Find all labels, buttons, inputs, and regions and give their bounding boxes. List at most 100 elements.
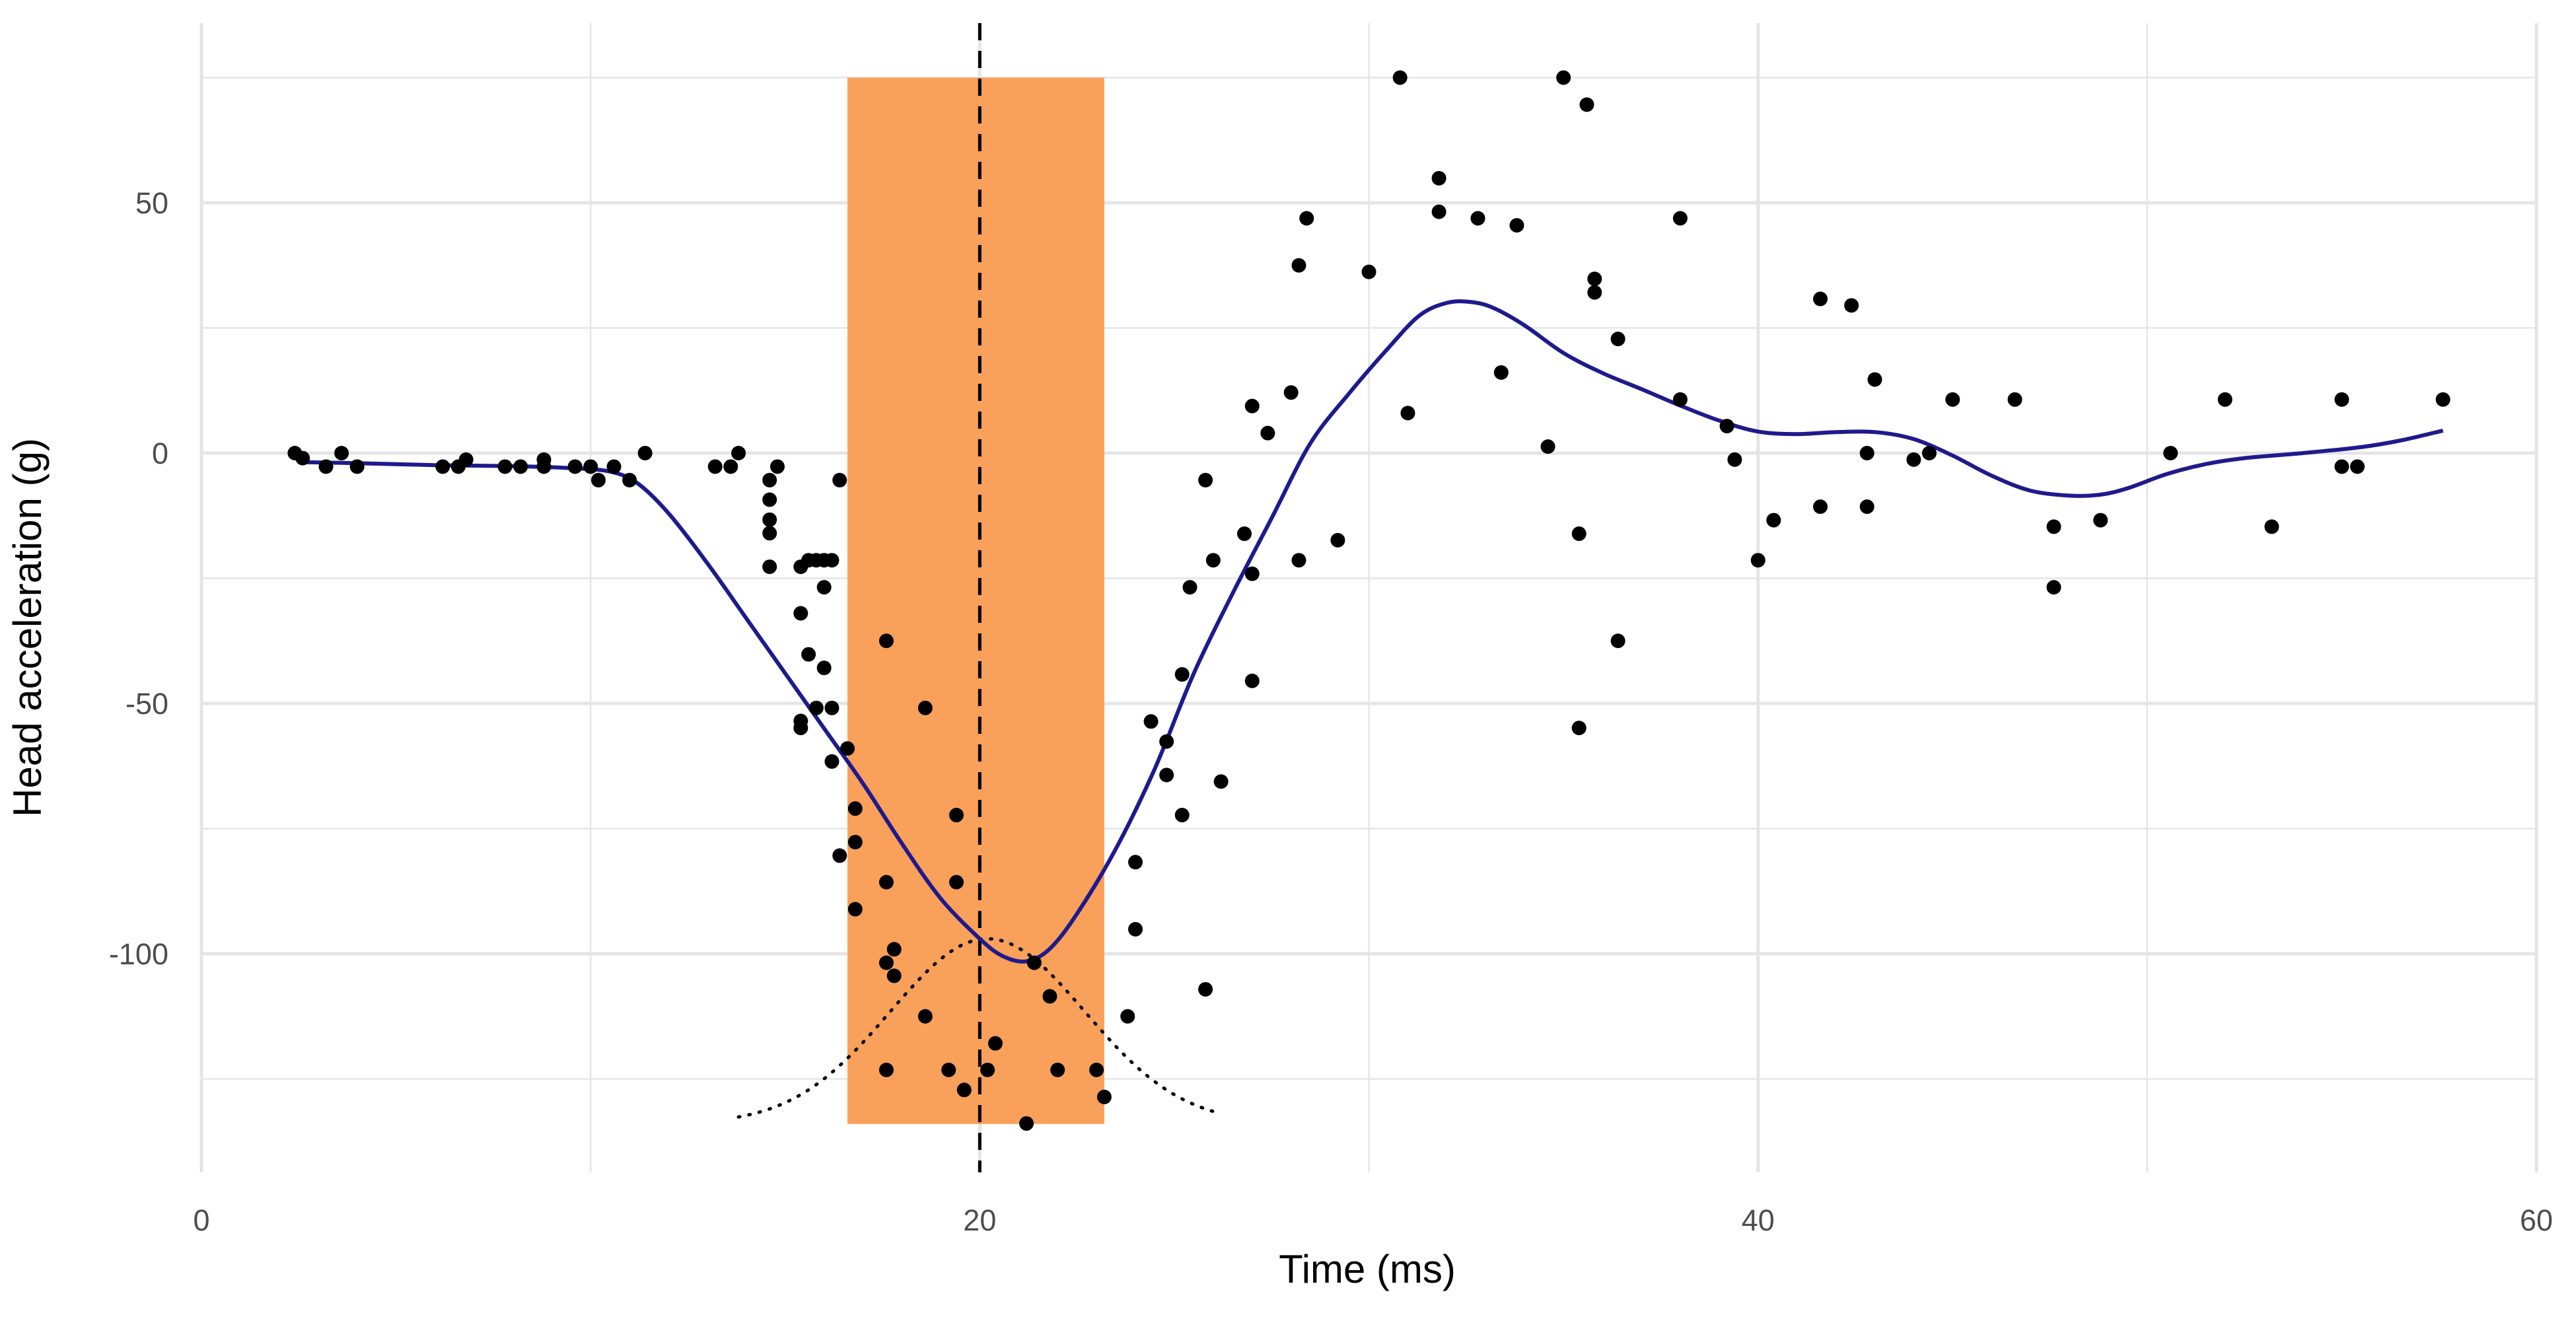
data-point bbox=[536, 459, 552, 474]
data-point bbox=[762, 559, 777, 575]
data-point bbox=[1470, 211, 1485, 226]
data-point bbox=[2334, 459, 2349, 474]
data-point bbox=[2046, 580, 2061, 595]
data-point bbox=[1392, 70, 1408, 85]
data-point bbox=[1291, 553, 1306, 568]
data-point bbox=[816, 580, 832, 595]
y-tick-label: -100 bbox=[109, 937, 168, 971]
data-point bbox=[1400, 406, 1415, 421]
data-point bbox=[847, 834, 863, 849]
data-point bbox=[622, 472, 637, 487]
data-point bbox=[1213, 774, 1229, 789]
data-point bbox=[847, 902, 863, 917]
data-point bbox=[1579, 97, 1594, 112]
data-point bbox=[1143, 714, 1159, 729]
data-point bbox=[762, 472, 777, 487]
data-point bbox=[1096, 1089, 1112, 1104]
data-point bbox=[1727, 452, 1742, 467]
data-point bbox=[1867, 372, 1882, 387]
data-point bbox=[435, 459, 450, 474]
data-point bbox=[1571, 526, 1587, 542]
data-point bbox=[793, 606, 808, 621]
data-point bbox=[1283, 385, 1299, 400]
data-point bbox=[1859, 499, 1875, 515]
data-point bbox=[731, 446, 746, 460]
data-point bbox=[917, 1009, 933, 1024]
data-point bbox=[723, 459, 738, 474]
data-point bbox=[1291, 258, 1306, 273]
smooth-line bbox=[299, 299, 2444, 964]
data-point bbox=[1719, 419, 1735, 434]
data-point bbox=[1120, 1009, 1135, 1024]
data-point bbox=[1236, 526, 1252, 542]
minor-gridlines bbox=[201, 23, 2536, 1172]
data-point bbox=[1610, 633, 1626, 649]
data-point bbox=[1182, 580, 1198, 595]
data-point bbox=[948, 808, 964, 823]
data-point bbox=[1571, 721, 1587, 736]
data-point bbox=[987, 1036, 1003, 1051]
data-point bbox=[583, 459, 598, 474]
data-point bbox=[2264, 519, 2279, 534]
x-tick-label: 0 bbox=[193, 1203, 209, 1237]
data-point bbox=[1844, 298, 1859, 313]
y-axis-title: Head acceleration (g) bbox=[5, 438, 50, 817]
data-point bbox=[878, 875, 894, 890]
data-point bbox=[637, 446, 653, 460]
data-point bbox=[2007, 392, 2022, 407]
data-point bbox=[801, 647, 816, 662]
data-point bbox=[824, 754, 840, 769]
data-point bbox=[458, 452, 474, 467]
data-point bbox=[878, 955, 894, 970]
x-axis-title: Time (ms) bbox=[1279, 1247, 1456, 1291]
data-point bbox=[840, 741, 855, 756]
data-point bbox=[1128, 855, 1143, 870]
data-point bbox=[956, 1083, 972, 1098]
data-point bbox=[769, 459, 785, 474]
data-point bbox=[1026, 955, 1042, 970]
data-point bbox=[1159, 768, 1174, 783]
data-point bbox=[1921, 446, 1937, 460]
data-point bbox=[878, 633, 894, 649]
data-point bbox=[941, 1062, 956, 1077]
data-point bbox=[1812, 291, 1828, 306]
data-point bbox=[334, 446, 349, 460]
data-point bbox=[762, 512, 777, 527]
data-point bbox=[1128, 921, 1143, 937]
data-point bbox=[606, 459, 622, 474]
data-point bbox=[2334, 392, 2349, 407]
data-point bbox=[1198, 982, 1213, 997]
data-point bbox=[318, 459, 334, 474]
data-point bbox=[847, 801, 863, 816]
x-tick-label: 20 bbox=[963, 1203, 996, 1237]
data-point bbox=[567, 459, 583, 474]
data-point bbox=[948, 875, 964, 890]
data-point bbox=[980, 1062, 995, 1077]
data-point bbox=[1556, 70, 1571, 85]
data-point bbox=[1509, 218, 1524, 233]
data-point bbox=[1493, 365, 1509, 380]
data-point bbox=[295, 450, 310, 466]
data-point bbox=[2217, 392, 2233, 407]
data-point bbox=[1260, 425, 1275, 441]
y-tick-label: -50 bbox=[125, 687, 168, 721]
data-point bbox=[349, 459, 365, 474]
data-point bbox=[824, 700, 840, 715]
data-point bbox=[878, 1062, 894, 1077]
data-point bbox=[707, 459, 723, 474]
data-point bbox=[1431, 204, 1447, 219]
data-point bbox=[1431, 170, 1447, 186]
data-point bbox=[1174, 667, 1190, 682]
data-point bbox=[1198, 472, 1213, 487]
y-tick-labels: 50 0 -50 -100 bbox=[109, 186, 168, 971]
data-point bbox=[832, 848, 847, 863]
data-point bbox=[1330, 532, 1345, 548]
data-point bbox=[2163, 446, 2178, 460]
data-point bbox=[1244, 398, 1260, 413]
data-point bbox=[832, 472, 847, 487]
data-point bbox=[1610, 332, 1626, 347]
data-point bbox=[1587, 271, 1602, 287]
data-point bbox=[1859, 446, 1875, 460]
data-point bbox=[1812, 499, 1828, 515]
